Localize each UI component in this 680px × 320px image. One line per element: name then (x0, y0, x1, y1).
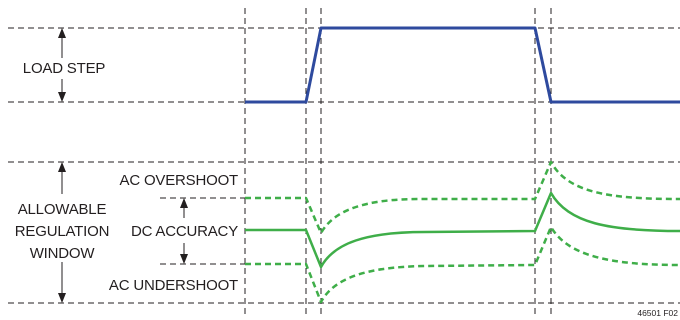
timing-guides (244, 8, 552, 318)
allowable-window-span-arrow (58, 162, 66, 303)
arrowhead-down-icon (58, 293, 66, 303)
ac-overshoot-label: AC OVERSHOOT (120, 172, 238, 189)
dc-accuracy-span-arrow (180, 198, 188, 264)
arrowhead-up-icon (58, 28, 66, 38)
arrowhead-down-icon (58, 92, 66, 102)
dc-accuracy-label: DC ACCURACY (131, 223, 238, 240)
load-step-label: LOAD STEP (23, 60, 106, 77)
load-step-span-arrow (58, 28, 66, 102)
ac-undershoot-label: AC UNDERSHOOT (109, 277, 238, 294)
arrowhead-up-icon (58, 162, 66, 172)
reference-lines (8, 27, 680, 304)
load-step-trace (245, 26, 680, 104)
allowable-window-label-line2: REGULATION (15, 223, 109, 240)
output-voltage-trace (245, 191, 680, 269)
allowable-window-label-line1: ALLOWABLE (18, 201, 107, 218)
arrowhead-up-icon (180, 198, 188, 208)
arrowhead-down-icon (180, 254, 188, 264)
overshoot-envelope-trace (245, 160, 680, 235)
allowable-window-label-line3: WINDOW (30, 245, 96, 262)
figure-id-label: 46501 F02 (637, 308, 678, 318)
